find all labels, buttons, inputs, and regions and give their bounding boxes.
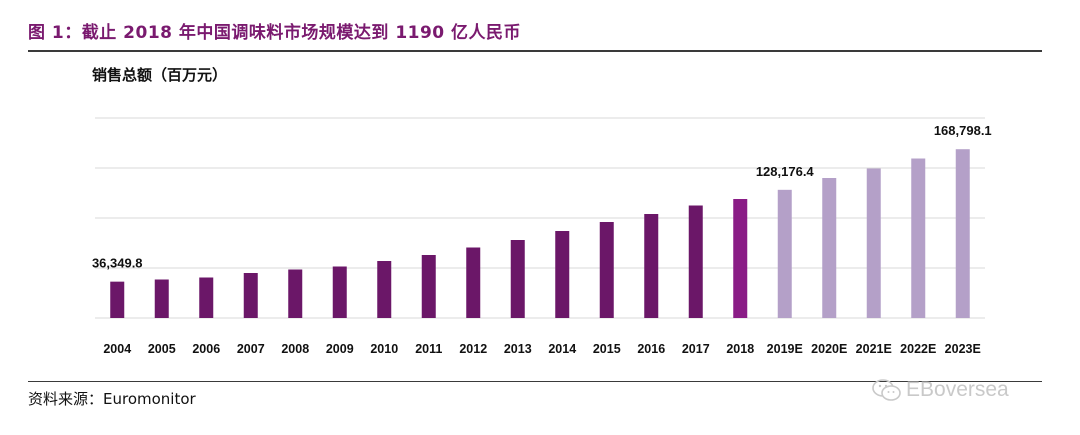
bar-2014 [555,231,570,318]
bar-2017 [688,205,703,318]
x-tick-label: 2012 [459,342,487,356]
bar-2023E [955,149,970,318]
x-tick-label: 2008 [281,342,309,356]
bar-2021E [866,168,881,318]
x-tick-label: 2007 [237,342,265,356]
x-tick-label: 2009 [326,342,354,356]
x-tick-label: 2018 [726,342,754,356]
gridlines [95,117,985,319]
x-tick-label: 2017 [682,342,710,356]
watermark-text: EBoversea [906,378,1009,401]
x-tick-label: 2020E [811,342,847,356]
figure-title: 图 1：截止 2018 年中国调味料市场规模达到 1190 亿人民币 [28,23,522,43]
bar-2011 [421,255,436,318]
bottom-divider [28,381,1042,382]
data-label: 128,176.4 [756,164,815,179]
bar-2010 [377,261,392,318]
bar-2022E [911,158,926,318]
bar-2005 [154,279,169,318]
data-label: 168,798.1 [934,123,992,138]
x-tick-label: 2005 [148,342,176,356]
wechat-icon [872,379,901,401]
x-tick-label: 2022E [900,342,936,356]
bar-2016 [644,214,659,318]
x-tick-label: 2015 [593,342,621,356]
x-tick-label: 2016 [637,342,665,356]
bar-2018 [733,199,748,318]
x-tick-label: 2013 [504,342,532,356]
watermark: EBoversea [872,378,1009,402]
x-tick-label: 2014 [548,342,576,356]
bar-2007 [243,273,258,318]
x-tick-label: 2023E [945,342,981,356]
top-divider [28,50,1042,52]
x-tick-label: 2011 [415,342,442,356]
x-tick-label: 2019E [767,342,803,356]
data-labels: 36,349.8 128,176.4 168,798.1 [92,123,992,270]
x-tick-labels: 2004 2005 2006 2007 2008 2009 2010 2011 2012 2013… [103,342,980,356]
bar-2012 [466,247,481,318]
x-tick-label: 2004 [103,342,131,356]
source-note: 资料来源：Euromonitor [28,390,196,408]
x-tick-label: 2010 [370,342,398,356]
bar-2020E [822,178,837,318]
bars [110,149,970,318]
bar-2008 [288,269,303,318]
bar-2004 [110,281,125,318]
bar-2009 [332,266,347,318]
x-tick-label: 2021E [856,342,892,356]
bar-2019E [777,189,792,318]
bar-2013 [510,240,525,318]
bar-2006 [199,277,214,318]
x-tick-label: 2006 [192,342,220,356]
bar-2015 [599,222,614,318]
y-axis-label: 销售总额（百万元） [92,66,228,84]
data-label: 36,349.8 [92,256,143,271]
